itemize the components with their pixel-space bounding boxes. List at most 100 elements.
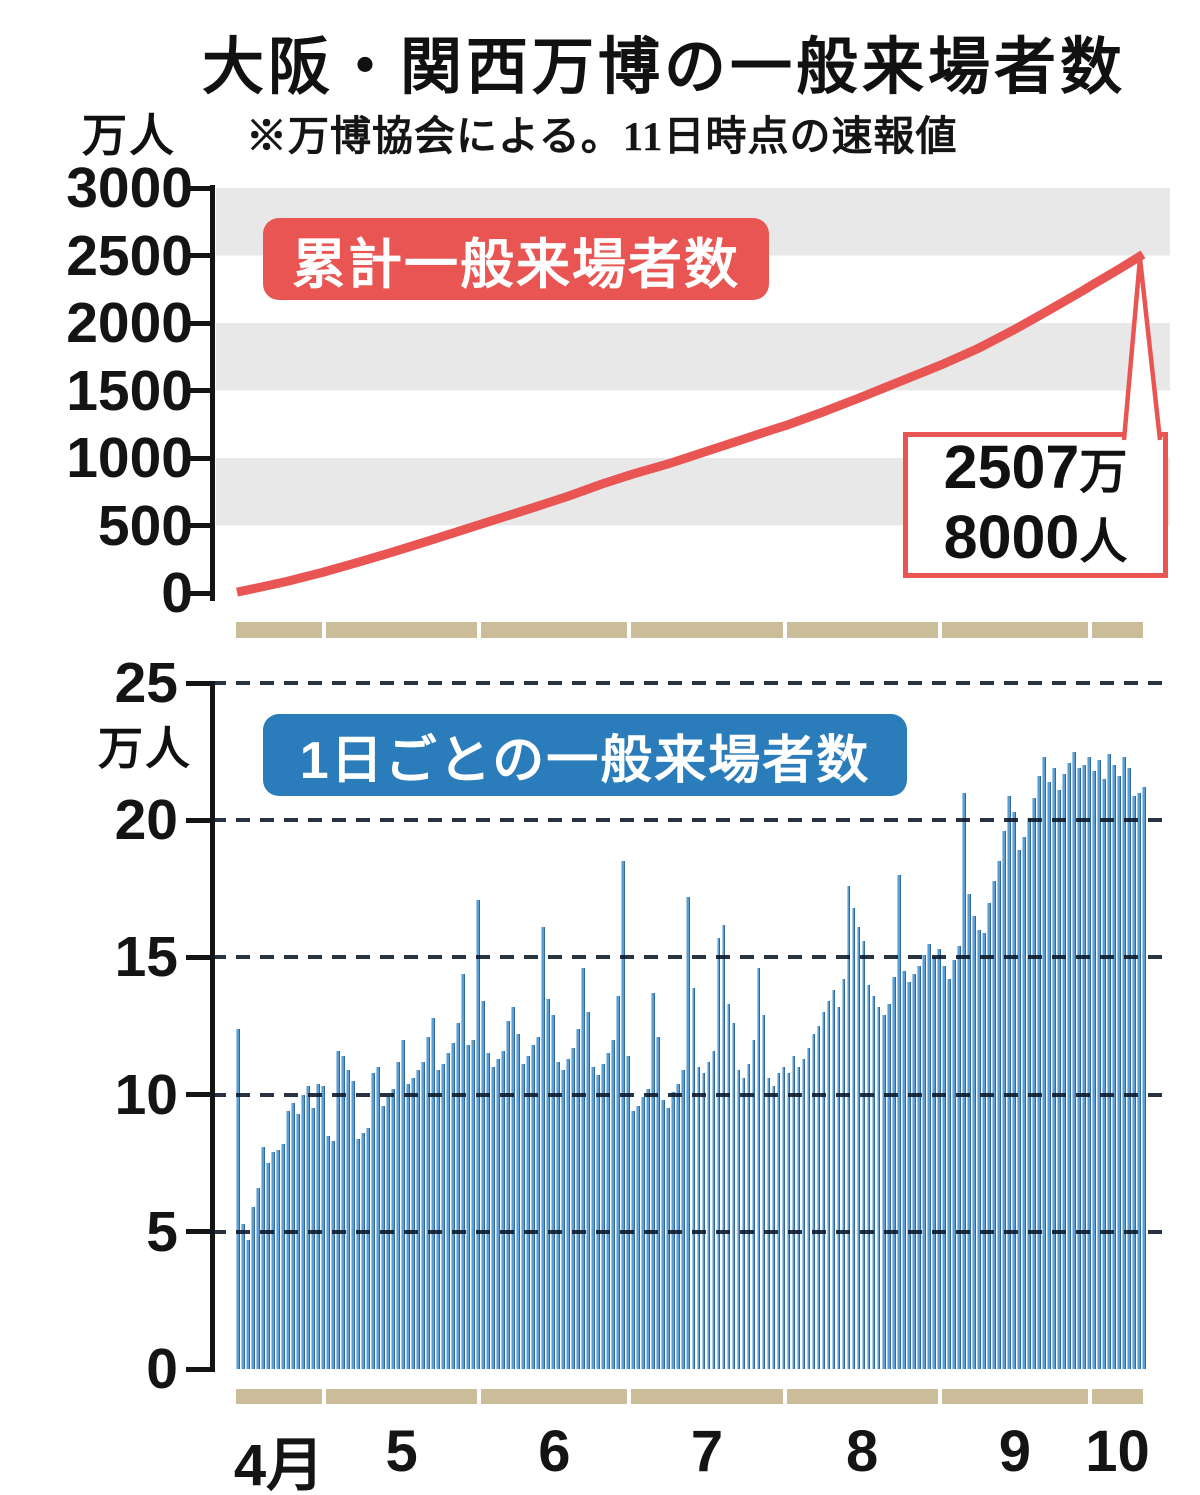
daily-visitors-bar: [916, 965, 921, 1369]
daily-visitors-bar: [746, 1064, 751, 1369]
daily-visitors-bar: [776, 1072, 781, 1369]
daily-y-tick-label: 20: [114, 788, 178, 853]
daily-visitors-bar: [766, 1078, 771, 1369]
daily-y-tick-mark: [186, 680, 213, 686]
daily-visitors-bar: [451, 1042, 456, 1369]
daily-visitors-bar: [456, 1023, 461, 1369]
daily-visitors-bar: [551, 1015, 556, 1369]
daily-visitors-bar: [686, 897, 691, 1369]
daily-visitors-bar: [721, 924, 726, 1369]
daily-visitors-bar: [1121, 757, 1126, 1369]
daily-visitors-bar: [601, 1064, 606, 1369]
daily-visitors-bar: [811, 1034, 816, 1369]
daily-visitors-bar: [881, 1015, 886, 1369]
daily-visitors-bar: [836, 1006, 841, 1369]
daily-visitors-bar: [266, 1163, 270, 1369]
cumulative-y-tick-label: 3000: [66, 156, 193, 220]
daily-visitors-bar: [841, 979, 846, 1369]
cumulative-y-tick-mark: [186, 253, 213, 258]
cumulative-y-axis: [210, 185, 215, 601]
daily-visitors-bar: [401, 1039, 405, 1369]
daily-visitors-bar: [711, 1050, 716, 1369]
daily-y-axis: [210, 681, 215, 1372]
month-ribbon: [631, 1389, 783, 1404]
month-ribbon: [481, 622, 628, 638]
daily-visitors-bar: [1101, 779, 1106, 1369]
daily-visitors-bar: [381, 1105, 385, 1369]
cumulative-axis-unit-label: 万人: [82, 110, 177, 161]
daily-visitors-bar: [941, 965, 946, 1369]
daily-visitors-bar: [591, 1067, 596, 1369]
daily-visitors-bar: [976, 930, 981, 1369]
daily-visitors-bar: [1046, 781, 1051, 1369]
daily-visitors-bar: [921, 954, 926, 1369]
daily-visitors-bar: [946, 979, 951, 1369]
daily-visitors-bar: [491, 1067, 496, 1369]
daily-visitors-bar: [996, 861, 1001, 1369]
daily-visitors-bar: [756, 968, 761, 1369]
daily-visitors-bar: [511, 1006, 516, 1369]
month-ribbon: [941, 622, 1088, 638]
daily-visitors-bar: [296, 1113, 300, 1369]
daily-y-tick-label: 15: [114, 925, 178, 990]
daily-visitors-bar: [981, 932, 986, 1369]
daily-visitors-bar: [406, 1083, 410, 1369]
daily-visitors-bar: [251, 1207, 255, 1369]
daily-visitors-bar: [1126, 768, 1131, 1369]
daily-visitors-bar: [1036, 776, 1041, 1369]
daily-visitors-bar: [326, 1135, 330, 1369]
daily-visitors-bar: [856, 927, 861, 1369]
daily-visitors-bar: [436, 1069, 441, 1369]
daily-visitors-bar: [1136, 792, 1141, 1369]
daily-visitors-bar: [411, 1078, 415, 1369]
cumulative-y-tick-label: 2500: [66, 223, 193, 288]
daily-visitors-bar: [631, 1111, 636, 1369]
cumulative-y-tick-label: 0: [161, 561, 193, 625]
month-ribbon: [631, 622, 783, 638]
daily-visitors-bar: [661, 1100, 666, 1369]
daily-visitors-bar: [256, 1187, 260, 1369]
daily-visitors-bar: [471, 1039, 476, 1369]
daily-visitors-bar: [316, 1083, 320, 1369]
month-ribbon: [1091, 1389, 1143, 1404]
daily-visitors-bar: [821, 1012, 826, 1369]
cumulative-y-tick-mark: [186, 455, 213, 461]
daily-visitors-bar: [271, 1152, 275, 1369]
x-axis-month-label: 10: [1085, 1419, 1150, 1484]
daily-visitors-bar: [901, 971, 906, 1369]
daily-visitors-bar: [1111, 765, 1116, 1369]
daily-visitors-bar: [786, 1072, 791, 1369]
daily-y-tick-mark: [186, 817, 213, 823]
daily-visitors-bar: [726, 1004, 731, 1369]
daily-visitors-bar: [701, 1072, 706, 1369]
daily-visitors-bar: [1142, 787, 1146, 1369]
daily-visitors-bar: [441, 1064, 446, 1369]
daily-visitors-bar: [956, 946, 961, 1369]
daily-visitors-bar: [931, 957, 936, 1369]
daily-visitors-bar: [536, 1037, 541, 1369]
daily-axis-unit-label: 万人: [98, 723, 193, 774]
cumulative-y-tick-label: 1000: [66, 426, 193, 490]
daily-visitors-bar: [886, 1004, 891, 1369]
month-ribbon: [326, 622, 478, 638]
daily-visitors-bar: [261, 1146, 265, 1369]
cumulative-y-tick-mark: [186, 523, 213, 528]
daily-visitors-bar: [501, 1050, 506, 1369]
daily-visitors-bar: [281, 1144, 285, 1369]
daily-visitors-bar: [466, 1045, 471, 1369]
x-axis-month-label: 8: [846, 1419, 879, 1484]
daily-visitors-bar: [421, 1061, 425, 1369]
daily-visitors-bar: [566, 1058, 571, 1369]
x-axis-month-label: 5: [385, 1419, 418, 1484]
daily-visitors-bar: [336, 1050, 340, 1369]
daily-visitors-bar: [1061, 773, 1066, 1369]
daily-visitors-bar: [416, 1069, 420, 1369]
daily-visitors-bar: [871, 995, 876, 1369]
daily-visitors-bar: [636, 1105, 641, 1369]
daily-visitors-bar: [816, 1026, 821, 1369]
daily-visitors-bar: [796, 1067, 801, 1369]
daily-visitors-bar: [681, 1069, 686, 1369]
daily-y-tick-mark: [186, 1229, 213, 1235]
callout-pointer: [1121, 258, 1163, 441]
daily-visitors-bar: [831, 990, 836, 1369]
